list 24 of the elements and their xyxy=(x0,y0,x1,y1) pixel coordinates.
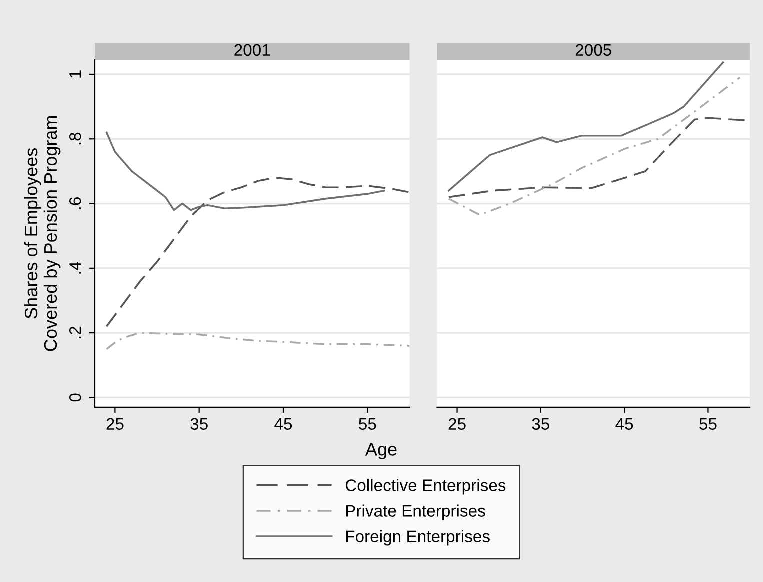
x-tick-label: 45 xyxy=(274,418,292,430)
y-tick-label: 0 xyxy=(69,394,82,402)
x-tick-label: 35 xyxy=(532,418,550,430)
y-tick-label: .2 xyxy=(69,326,82,338)
line-series xyxy=(106,332,410,350)
y-tick-label: .8 xyxy=(69,132,82,145)
y-axis-title: Shares of Employees Covered by Pension Program xyxy=(24,116,61,352)
line-series xyxy=(106,177,410,328)
x-tick-label: 45 xyxy=(616,418,634,430)
x-tick-label: 55 xyxy=(700,418,717,430)
line-series xyxy=(106,132,386,212)
x-tick-label: 25 xyxy=(448,418,466,430)
x-tick-label: 55 xyxy=(359,418,376,430)
x-tick-label: 25 xyxy=(106,418,124,430)
x-axis-title: Age xyxy=(365,443,397,460)
y-tick-label: .4 xyxy=(70,262,82,274)
y-tick-label: .6 xyxy=(69,198,82,210)
y-tick-label: 1 xyxy=(70,70,82,78)
legend-label: Foreign Enterprises xyxy=(346,530,490,546)
legend-label: Private Enterprises xyxy=(346,504,486,520)
x-tick-label: 35 xyxy=(190,418,208,430)
chart-title: 2001 xyxy=(234,44,270,56)
legend-label: Collective Enterprises xyxy=(346,479,506,495)
chart-title: 2005 xyxy=(576,44,612,56)
